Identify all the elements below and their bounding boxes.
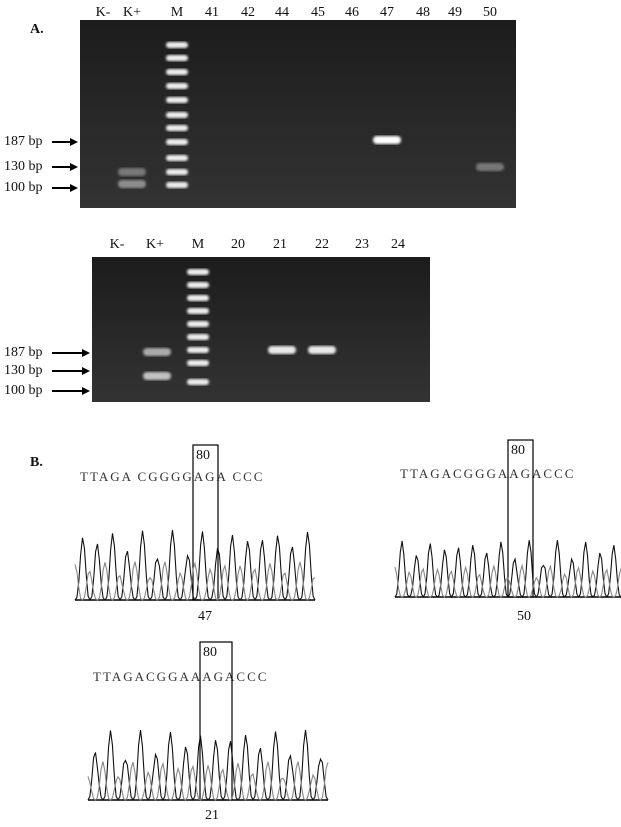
dna-band [143,372,171,380]
size-marker: 130 bp [4,363,43,378]
ladder-band [166,97,188,103]
sample-number: 50 [517,609,531,624]
gel-image [92,257,430,402]
lane-label: 22 [315,237,329,252]
ladder-band [187,347,209,353]
base-position: 80 [511,443,525,458]
lane-label: 47 [380,5,394,20]
size-marker: 100 bp [4,180,43,195]
lane-label: 20 [231,237,245,252]
ladder-band [187,321,209,327]
lane-label: 24 [391,237,405,252]
chromatogram-trace [75,562,315,600]
lane-label: K+ [123,5,141,20]
arrow-head [82,349,90,357]
size-marker: 187 bp [4,134,43,149]
lane-label: 46 [345,5,359,20]
ladder-band [187,269,209,275]
dna-band [118,168,146,176]
dna-band [118,180,146,188]
dna-band [268,346,296,354]
lane-label: 50 [483,5,497,20]
dna-band [143,348,171,356]
size-marker: 130 bp [4,159,43,174]
ladder-band [187,334,209,340]
dna-band [308,346,336,354]
gel-image [80,20,516,208]
lane-label: K+ [146,237,164,252]
sequence: TTAGA CGGGGAGA CCC [80,469,264,484]
dna-band [373,136,401,144]
lane-label: M [192,237,205,252]
panel-label: A. [30,22,44,37]
arrow-head [70,138,78,146]
ladder-band [166,169,188,175]
arrow-head [82,367,90,375]
ladder-band [166,155,188,161]
size-marker: 100 bp [4,383,43,398]
lane-label: 42 [241,5,255,20]
dna-band [476,163,504,171]
ladder-band [166,83,188,89]
ladder-band [187,282,209,288]
size-marker: 187 bp [4,345,43,360]
sample-number: 21 [205,808,219,823]
lane-label: K- [110,237,125,252]
ladder-band [166,139,188,145]
ladder-band [166,42,188,48]
sequence: TTAGACGGGAAGACCC [400,466,575,481]
chromatogram-trace [88,730,328,800]
ladder-band [187,360,209,366]
lane-label: 44 [275,5,289,20]
ladder-band [187,379,209,385]
ladder-band [187,308,209,314]
ladder-band [166,69,188,75]
arrow-head [82,387,90,395]
panel-label: B. [30,455,43,470]
lane-label: 41 [205,5,219,20]
lane-label: 49 [448,5,462,20]
arrow-head [70,163,78,171]
ladder-band [166,55,188,61]
sequence: TTAGACGGAAAGACCC [93,669,268,684]
ladder-band [166,125,188,131]
lane-label: 21 [273,237,287,252]
ladder-band [166,112,188,118]
ladder-band [187,295,209,301]
base-position: 80 [196,448,210,463]
ladder-band [166,182,188,188]
sample-number: 47 [198,609,212,624]
lane-label: 45 [311,5,325,20]
figure: A. K- K+ M 41 42 44 45 46 47 48 49 50 187 bp 130 bp 100… [0,0,621,827]
lane-label: 23 [355,237,369,252]
lane-label: M [171,5,184,20]
lane-label: K- [96,5,111,20]
lane-label: 48 [416,5,430,20]
base-position: 80 [203,645,217,660]
arrow-head [70,184,78,192]
